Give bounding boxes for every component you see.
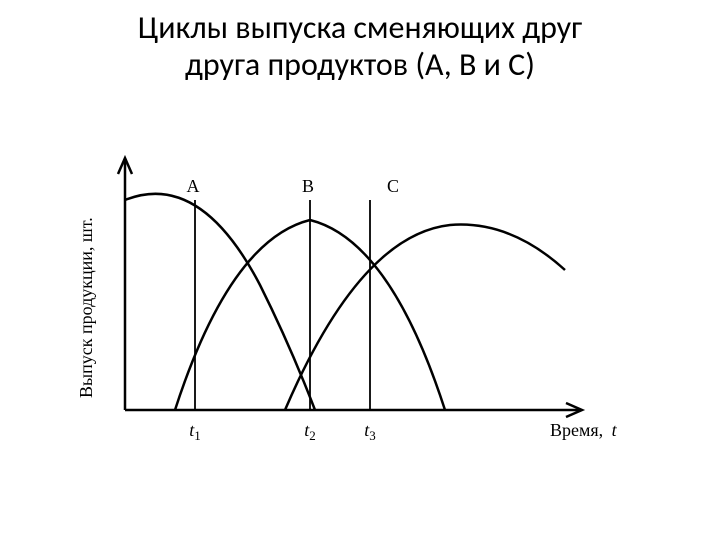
- y-axis-label: Выпуск продукции, шт.: [76, 217, 97, 398]
- tick-t1: t1: [189, 420, 201, 443]
- axes: [118, 158, 582, 417]
- tick-t3: t3: [364, 420, 376, 443]
- curve-label-c: C: [387, 176, 399, 196]
- title-line2: друга продуктов (А, В и С): [185, 45, 535, 84]
- curve-c: [285, 225, 565, 410]
- slide: Циклы выпуска сменяющих друг друга проду…: [0, 0, 720, 540]
- page-title: Циклы выпуска сменяющих друг друга проду…: [30, 10, 690, 84]
- chart-svg: A B C t1 t2 t3 Время, t: [80, 140, 640, 480]
- tick-t2: t2: [304, 420, 316, 443]
- chart: Выпуск продукции, шт. A: [80, 140, 640, 480]
- title-line1: Циклы выпуска сменяющих друг: [138, 8, 582, 47]
- curve-label-b: B: [302, 176, 314, 196]
- curve-label-a: A: [187, 176, 200, 196]
- x-axis-label: Время, t: [550, 420, 618, 440]
